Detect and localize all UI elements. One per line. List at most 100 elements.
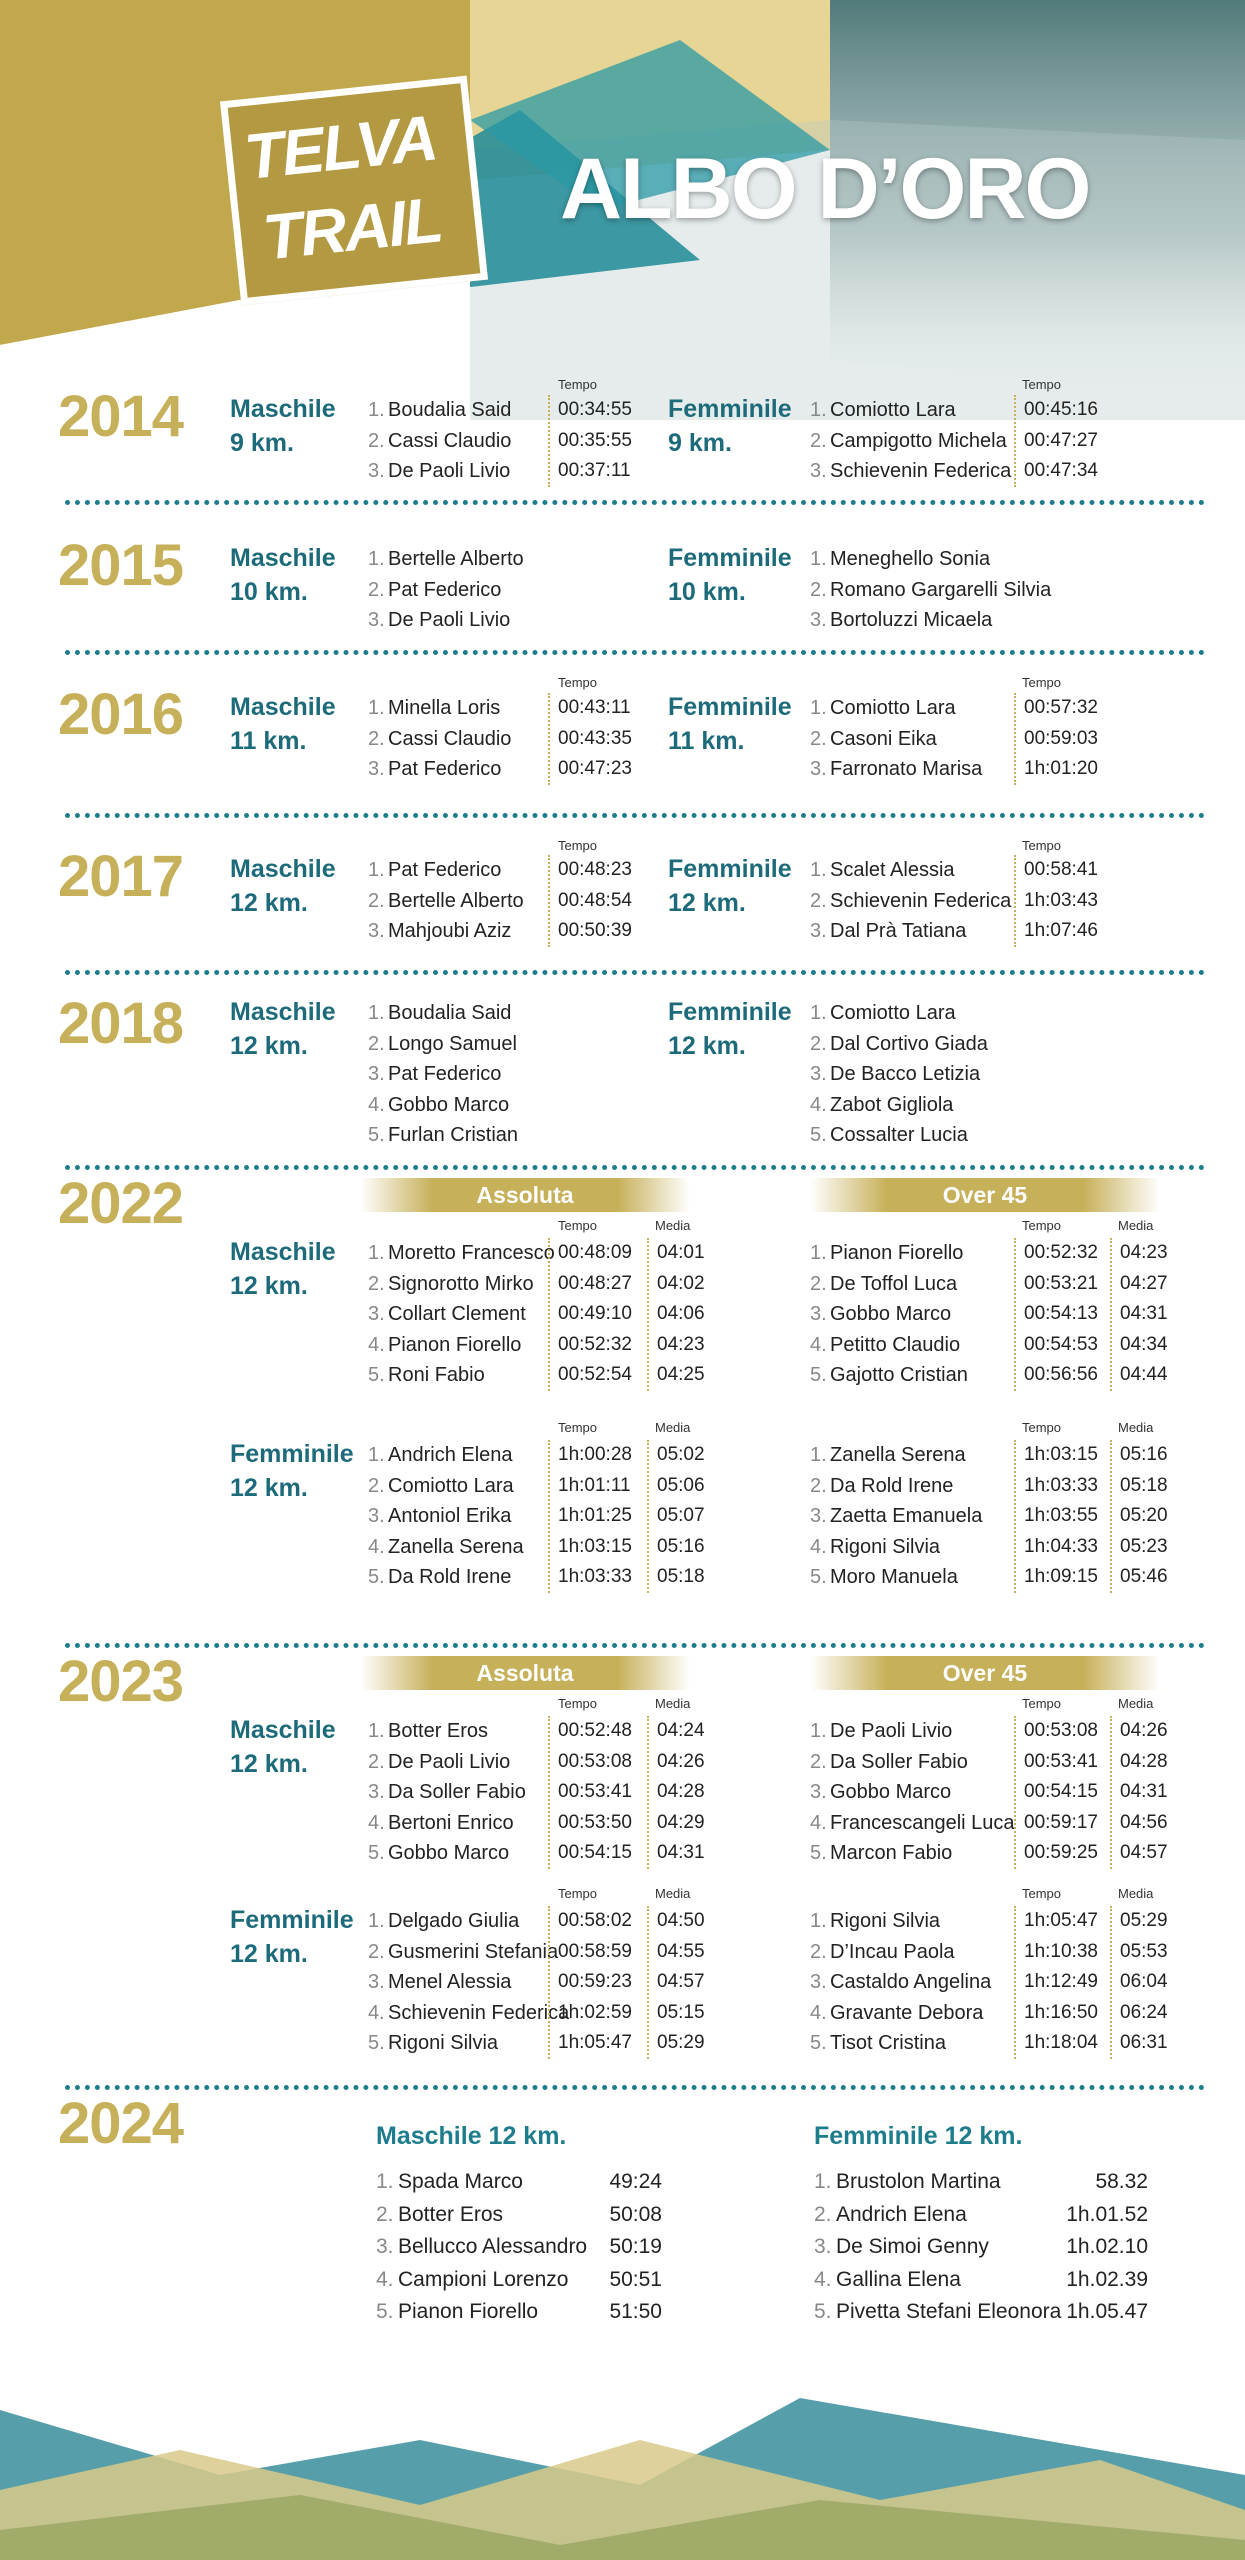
category-label: Femminile bbox=[668, 544, 792, 572]
list-item: 3. Mahjoubi Aziz bbox=[368, 920, 512, 942]
column-header-media: Media bbox=[1118, 1420, 1154, 1435]
year-2015: 2015 bbox=[58, 533, 184, 598]
category-female: Femminile 12 km. bbox=[668, 995, 792, 1063]
distance-label: 12 km. bbox=[668, 1032, 746, 1060]
media-cell: 04:26 bbox=[1120, 1720, 1168, 1741]
distance-label: 9 km. bbox=[668, 429, 732, 457]
time-cell: 00:53:08 bbox=[558, 1750, 632, 1772]
time-cell: 1h:07:46 bbox=[1024, 920, 1098, 941]
time-cell: 00:48:23 bbox=[558, 859, 632, 880]
footer-mountains bbox=[0, 2398, 1245, 2560]
list-item: 5. Roni Fabio bbox=[368, 1364, 485, 1386]
media-cell: 04:27 bbox=[1120, 1272, 1168, 1294]
list-item: 3. Collart Clement bbox=[368, 1303, 526, 1325]
media-cell: 04:28 bbox=[657, 1781, 705, 1802]
time-cell: 50:19 bbox=[609, 2235, 662, 2258]
results-list: 1. Delgado Giulia 2. Gusmerini Stefania 3.… bbox=[368, 1906, 569, 2059]
time-cell: 1h:16:50 bbox=[1024, 2001, 1098, 2023]
time-cell: 1h.02.39 bbox=[1066, 2267, 1148, 2291]
time-cell: 1h:03:33 bbox=[558, 1566, 632, 1587]
list-item: 1. Bertelle Alberto bbox=[368, 548, 524, 570]
list-item: 4. Schievenin Federica bbox=[368, 2001, 570, 2024]
list-item: 4. Gobbo Marco bbox=[368, 1093, 510, 1116]
results-list: 1. Rigoni Silvia 2. D’Incau Paola 3. Castal… bbox=[810, 1906, 991, 2059]
column-header-tempo: Tempo bbox=[558, 1218, 598, 1233]
time-cell: 00:52:32 bbox=[1024, 1242, 1098, 1263]
time-cell: 00:54:15 bbox=[1024, 1781, 1098, 1802]
time-cell: 00:59:25 bbox=[1024, 1842, 1098, 1863]
list-item: 4. Petitto Claudio bbox=[810, 1333, 961, 1356]
category-label: Maschile bbox=[230, 693, 336, 721]
time-cell: 1h:03:15 bbox=[558, 1535, 632, 1557]
time-cell: 00:43:35 bbox=[558, 727, 632, 749]
list-item: 2. D’Incau Paola bbox=[810, 1940, 955, 1963]
media-column: 05:29 05:53 06:04 06:24 06:31 bbox=[1110, 1906, 1168, 2059]
list-item: 3. Dal Prà Tatiana bbox=[810, 920, 967, 942]
time-cell: 00:43:11 bbox=[558, 697, 631, 718]
banner-over45: Over 45 bbox=[810, 1656, 1160, 1690]
category-male: Maschile 12 km. bbox=[230, 995, 336, 1063]
time-cell: 00:52:32 bbox=[558, 1333, 632, 1355]
section-divider bbox=[65, 650, 1205, 655]
list-item: 3. De Simoi Genny bbox=[814, 2235, 989, 2258]
media-cell: 04:28 bbox=[1120, 1750, 1168, 1772]
list-item: 1. Boudalia Said bbox=[368, 1002, 512, 1024]
time-cell: 1h:03:43 bbox=[1024, 889, 1098, 911]
list-item: 3. Da Soller Fabio bbox=[368, 1781, 526, 1803]
category-female: Femminile 12 km. bbox=[230, 1437, 354, 1505]
media-cell: 05:02 bbox=[657, 1444, 705, 1465]
time-cell: 00:57:32 bbox=[1024, 697, 1098, 718]
results-list: 1. Spada Marco 2. Botter Eros 3. Bellucco A… bbox=[376, 2166, 587, 2329]
list-item: 1. Meneghello Sonia bbox=[810, 548, 991, 570]
category-female: Femminile 9 km. bbox=[668, 392, 792, 460]
distance-label: 10 km. bbox=[668, 578, 746, 606]
results-list: 1. Botter Eros 2. De Paoli Livio 3. Da Soll… bbox=[368, 1716, 526, 1869]
media-cell: 04:23 bbox=[657, 1333, 705, 1355]
times-column: 00:52:48 00:53:08 00:53:41 00:53:50 00:5… bbox=[548, 1716, 632, 1869]
list-item: 3. Gobbo Marco bbox=[810, 1303, 952, 1325]
time-cell: 00:54:15 bbox=[558, 1842, 632, 1863]
media-cell: 04:34 bbox=[1120, 1333, 1168, 1355]
category-male-heading: Maschile 12 km. bbox=[376, 2122, 567, 2150]
time-cell: 00:58:02 bbox=[558, 1910, 632, 1931]
time-cell: 00:56:56 bbox=[1024, 1364, 1098, 1385]
time-cell: 00:47:34 bbox=[1024, 460, 1098, 481]
time-cell: 1h:05:47 bbox=[558, 2032, 632, 2053]
category-male: Maschile 12 km. bbox=[230, 852, 336, 920]
time-cell: 1h:01:20 bbox=[1024, 758, 1098, 779]
results-list: 1. Scalet Alessia 2. Schievenin Federica 3… bbox=[810, 855, 1011, 947]
list-item: 2. Pat Federico bbox=[368, 578, 502, 601]
list-item: 2. Gusmerini Stefania bbox=[368, 1940, 559, 1963]
media-cell: 05:29 bbox=[657, 2032, 705, 2053]
column-header-media: Media bbox=[655, 1218, 691, 1233]
list-item: 4. Rigoni Silvia bbox=[810, 1535, 941, 1558]
list-item: 4. Campioni Lorenzo bbox=[376, 2267, 569, 2291]
year-2016: 2016 bbox=[58, 682, 184, 747]
media-cell: 04:24 bbox=[657, 1720, 705, 1741]
list-item: 1. Zanella Serena bbox=[810, 1444, 966, 1466]
results-list: 1. Brustolon Martina 2. Andrich Elena 3. De… bbox=[814, 2166, 1061, 2329]
media-cell: 05:06 bbox=[657, 1474, 705, 1496]
results-list: 1. Comiotto Lara 2. Casoni Eika 3. Farronat… bbox=[810, 693, 982, 785]
times-column: 00:53:08 00:53:41 00:54:15 00:59:17 00:5… bbox=[1014, 1716, 1098, 1869]
list-item: 1. De Paoli Livio bbox=[810, 1720, 953, 1742]
category-female: Femminile 10 km. bbox=[668, 541, 792, 609]
list-item: 3. Pat Federico bbox=[368, 758, 502, 780]
category-female-heading: Femminile 12 km. bbox=[814, 2122, 1023, 2150]
list-item: 5. Moro Manuela bbox=[810, 1566, 958, 1588]
distance-label: 12 km. bbox=[230, 889, 308, 917]
time-cell: 1h:03:33 bbox=[1024, 1474, 1098, 1496]
list-item: 3. Castaldo Angelina bbox=[810, 1971, 992, 1993]
times-column: 00:48:23 00:48:54 00:50:39 bbox=[548, 855, 632, 947]
header-background bbox=[0, 0, 1245, 420]
times-column: 00:45:16 00:47:27 00:47:34 bbox=[1014, 395, 1098, 487]
results-list: 1. Pianon Fiorello 2. De Toffol Luca 3. Gob… bbox=[810, 1238, 968, 1391]
time-cell: 00:59:03 bbox=[1024, 727, 1098, 749]
list-item: 3. Bellucco Alessandro bbox=[376, 2235, 588, 2258]
list-item: 3. De Paoli Livio bbox=[368, 609, 511, 631]
category-male: Maschile 10 km. bbox=[230, 541, 336, 609]
list-item: 2. Cassi Claudio bbox=[368, 429, 512, 452]
list-item: 4. Pianon Fiorello bbox=[368, 1333, 522, 1356]
banner-assoluta: Assoluta bbox=[360, 1178, 690, 1212]
time-cell: 1h:01:25 bbox=[558, 1505, 632, 1526]
